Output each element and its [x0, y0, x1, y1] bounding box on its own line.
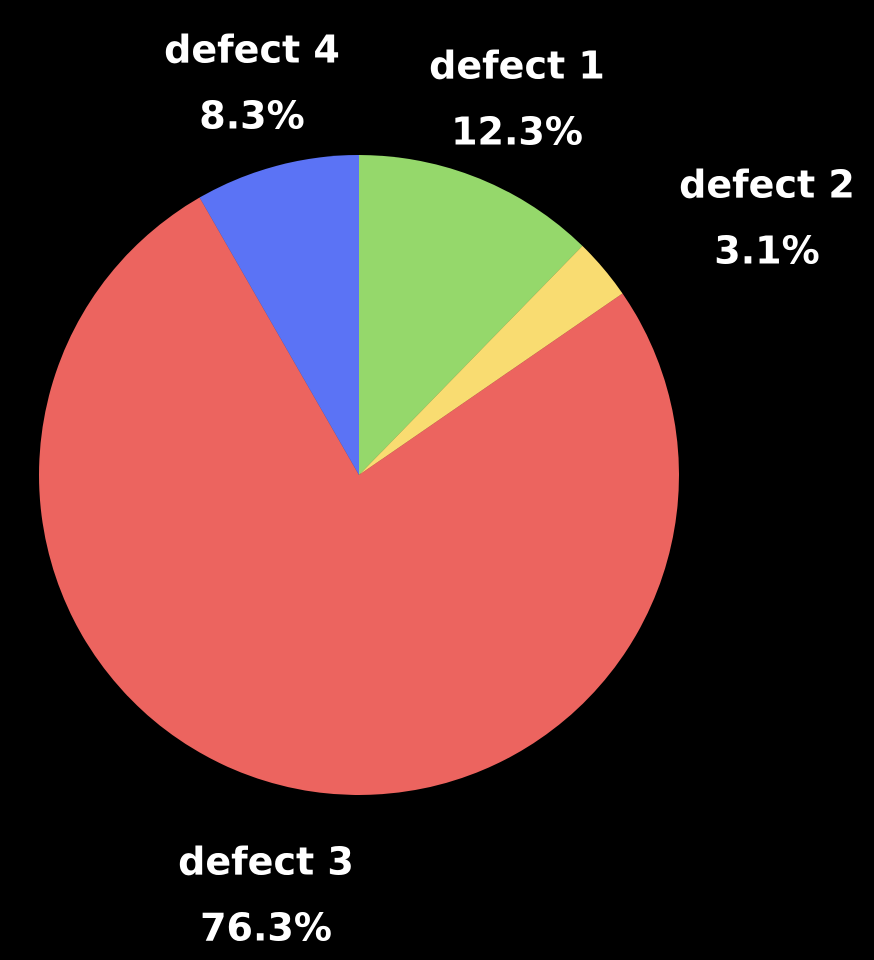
pie-slice-defect-3 — [39, 197, 680, 796]
slice-percent-defect-2: 3.1% — [714, 229, 819, 273]
slice-percent-defect-4: 8.3% — [199, 94, 304, 138]
pie-slice-defect-4 — [199, 155, 359, 475]
slice-percent-defect-3: 76.3% — [200, 906, 332, 950]
pie-labels: defect 1 12.3% defect 2 3.1% defect 3 76.3% de… — [164, 28, 855, 950]
slice-percent-defect-1: 12.3% — [451, 110, 583, 154]
pie-slice-defect-1 — [359, 155, 583, 475]
slice-label-defect-2: defect 2 — [679, 163, 855, 207]
pie-slice-defect-2 — [359, 245, 623, 475]
slice-label-defect-1: defect 1 — [429, 44, 605, 88]
pie-slices — [39, 155, 680, 796]
slice-label-defect-3: defect 3 — [178, 840, 354, 884]
slice-label-defect-4: defect 4 — [164, 28, 340, 72]
